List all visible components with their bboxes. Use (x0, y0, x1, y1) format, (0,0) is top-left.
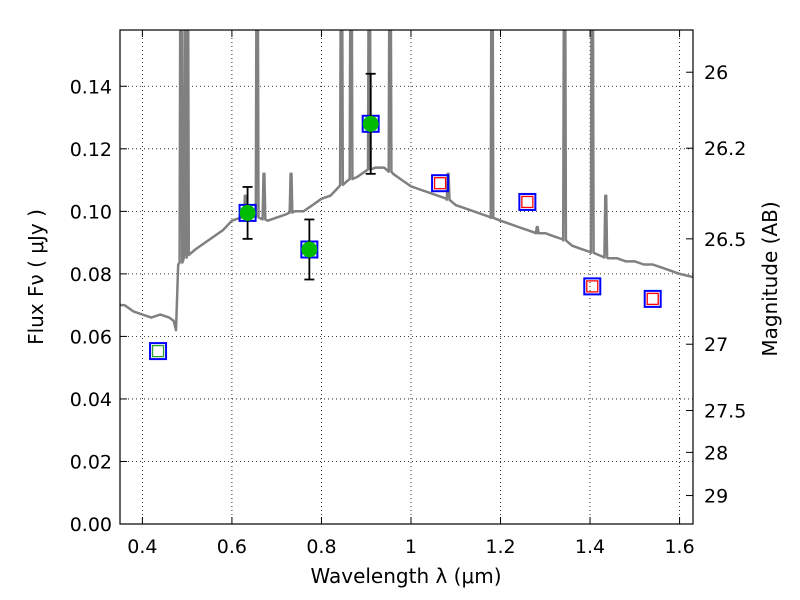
model-flux-marker (646, 292, 659, 306)
right-tick-label: 26.5 (704, 229, 746, 251)
y-tick-label: 0.12 (70, 139, 112, 161)
y-tick-label: 0.08 (70, 264, 112, 286)
x-tick-label: 0.4 (127, 536, 157, 558)
y-tick-label: 0.02 (70, 451, 112, 473)
x-tick-label: 0.6 (217, 536, 247, 558)
y-tick-label: 0.04 (70, 389, 112, 411)
right-tick-label: 26.2 (704, 138, 746, 160)
photometry-marker (643, 289, 662, 308)
right-tick-label: 27.5 (704, 401, 746, 423)
photometry-marker (583, 277, 602, 296)
observed-flux-point (301, 241, 318, 258)
model-flux-marker (433, 177, 447, 190)
photometry-marker (518, 192, 537, 211)
x-axis-label: Wavelength λ (μm) (310, 564, 501, 588)
axis-ticks: 0.4 0.6 0.8 1 1.2 1.4 1.6 0.00 0.02 0.04 0.06 0.08 0… (70, 30, 746, 558)
y-tick-label: 0.00 (70, 514, 112, 536)
model-flux-marker (151, 344, 165, 358)
y-tick-label: 0.14 (70, 76, 112, 98)
right-tick-label: 26 (704, 62, 728, 84)
template-spectrum (120, 30, 693, 332)
y-tick-label: 0.06 (70, 326, 112, 348)
spectrum-line (120, 30, 693, 332)
y-axis-label: Flux Fν ( μJy ) (24, 209, 48, 345)
right-tick-label: 29 (704, 486, 728, 508)
model-flux-marker (521, 195, 534, 209)
x-tick-label: 1.6 (664, 536, 694, 558)
right-axis-label: Magnitude (AB) (758, 201, 782, 356)
photometry-marker (149, 342, 168, 361)
plot-area (120, 30, 693, 524)
right-tick-label: 27 (704, 334, 728, 356)
x-tick-label: 1 (405, 536, 417, 558)
observed-flux-point (362, 115, 379, 132)
x-tick-label: 1.4 (575, 536, 605, 558)
y-tick-label: 0.10 (70, 201, 112, 223)
x-tick-label: 1.2 (485, 536, 515, 558)
plot-frame (119, 29, 694, 525)
model-flux-marker (586, 280, 599, 293)
x-tick-label: 0.8 (306, 536, 336, 558)
photometry-points (149, 72, 662, 361)
observed-flux-point (239, 204, 256, 221)
right-tick-label: 28 (704, 442, 728, 464)
photometry-marker (431, 174, 450, 193)
